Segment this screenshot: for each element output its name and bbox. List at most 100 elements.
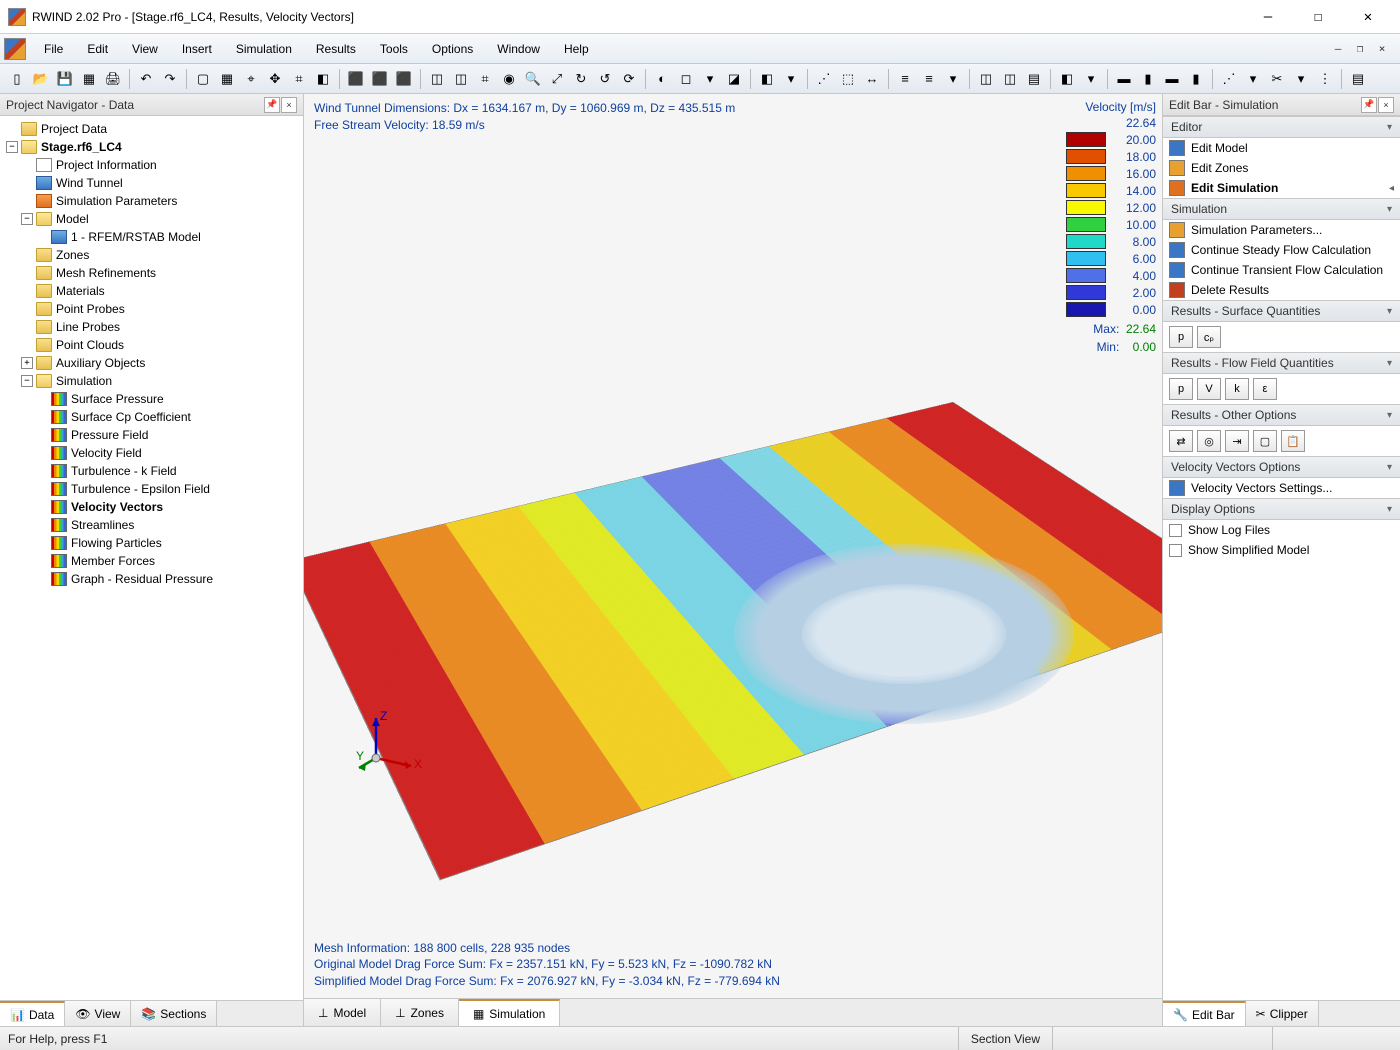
toolbar-button[interactable]: ▾ <box>1080 68 1102 90</box>
quantity-button[interactable]: ε <box>1253 378 1277 400</box>
toolbar-button[interactable]: ◉ <box>498 68 520 90</box>
toolbar-button[interactable]: ▢ <box>192 68 214 90</box>
tree-node[interactable]: Graph - Residual Pressure <box>2 570 301 588</box>
toolbar-button[interactable]: ⋮ <box>1314 68 1336 90</box>
toolbar-button[interactable]: 🖨 <box>102 68 124 90</box>
toolbar-button[interactable]: ✂ <box>1266 68 1288 90</box>
toolbar-button[interactable]: ◧ <box>312 68 334 90</box>
toolbar-button[interactable]: ▮ <box>1185 68 1207 90</box>
panel-item[interactable]: Velocity Vectors Settings... <box>1163 478 1400 498</box>
tree-node[interactable]: Project Information <box>2 156 301 174</box>
menu-view[interactable]: View <box>120 36 170 62</box>
toolbar-button[interactable]: ◫ <box>426 68 448 90</box>
toolbar-button[interactable]: ◻ <box>675 68 697 90</box>
section-header[interactable]: Results - Other Options▾ <box>1163 404 1400 426</box>
toolbar-button[interactable]: ≡ <box>918 68 940 90</box>
editbar-tab-edit-bar[interactable]: 🔧Edit Bar <box>1163 1001 1246 1026</box>
tree-node[interactable]: Velocity Field <box>2 444 301 462</box>
panel-item[interactable]: Edit Zones <box>1163 158 1400 178</box>
editbar-tab-clipper[interactable]: ✂Clipper <box>1246 1001 1319 1026</box>
tree-node[interactable]: Materials <box>2 282 301 300</box>
quantity-button[interactable]: p <box>1169 378 1193 400</box>
panel-item[interactable]: Continue Transient Flow Calculation <box>1163 260 1400 280</box>
toolbar-button[interactable]: ↷ <box>159 68 181 90</box>
toolbar-button[interactable]: ≡ <box>894 68 916 90</box>
toolbar-button[interactable]: ↻ <box>570 68 592 90</box>
tree-node[interactable]: −Model <box>2 210 301 228</box>
toolbar-button[interactable]: ▤ <box>1023 68 1045 90</box>
menu-insert[interactable]: Insert <box>170 36 224 62</box>
toolbar-button[interactable]: ↺ <box>594 68 616 90</box>
menu-tools[interactable]: Tools <box>368 36 420 62</box>
toolbar-button[interactable]: ▾ <box>699 68 721 90</box>
nav-tab-data[interactable]: 📊Data <box>0 1001 65 1026</box>
tree-node[interactable]: Surface Cp Coefficient <box>2 408 301 426</box>
toolbar-button[interactable]: ⟳ <box>618 68 640 90</box>
option-button[interactable]: ◎ <box>1197 430 1221 452</box>
toolbar-button[interactable]: 🔍 <box>522 68 544 90</box>
toolbar-button[interactable]: ⬛ <box>393 68 415 90</box>
toolbar-button[interactable]: ▾ <box>780 68 802 90</box>
tree-node[interactable]: 1 - RFEM/RSTAB Model <box>2 228 301 246</box>
mdi-close-button[interactable]: × <box>1372 41 1392 57</box>
panel-item[interactable]: Show Simplified Model <box>1163 540 1400 560</box>
toolbar-button[interactable]: 💾 <box>54 68 76 90</box>
toolbar-button[interactable]: ▾ <box>1242 68 1264 90</box>
toolbar-button[interactable]: ▤ <box>1347 68 1369 90</box>
toolbar-button[interactable]: ⋰ <box>813 68 835 90</box>
mdi-minimize-button[interactable]: – <box>1328 41 1348 57</box>
panel-item[interactable]: Edit Model <box>1163 138 1400 158</box>
tree-node[interactable]: Streamlines <box>2 516 301 534</box>
option-button[interactable]: ▢ <box>1253 430 1277 452</box>
option-button[interactable]: ⇥ <box>1225 430 1249 452</box>
toolbar-button[interactable]: ▦ <box>216 68 238 90</box>
nav-tab-sections[interactable]: 📚Sections <box>131 1001 217 1026</box>
section-header[interactable]: Simulation▾ <box>1163 198 1400 220</box>
tree-node[interactable]: Member Forces <box>2 552 301 570</box>
toolbar-button[interactable]: ◐ <box>651 68 673 90</box>
checkbox[interactable] <box>1169 524 1182 537</box>
panel-item[interactable]: Simulation Parameters... <box>1163 220 1400 240</box>
toolbar-button[interactable]: ◧ <box>1056 68 1078 90</box>
project-tree[interactable]: Project Data−Stage.rf6_LC4Project Inform… <box>0 116 303 1000</box>
toolbar-button[interactable]: ◫ <box>999 68 1021 90</box>
toolbar-button[interactable]: ⤢ <box>546 68 568 90</box>
nav-tab-view[interactable]: 👁View <box>65 1001 131 1026</box>
toolbar-button[interactable]: ▾ <box>1290 68 1312 90</box>
tree-node[interactable]: Zones <box>2 246 301 264</box>
center-tab-zones[interactable]: ⊥Zones <box>381 999 459 1026</box>
toolbar-button[interactable]: ▬ <box>1113 68 1135 90</box>
quantity-button[interactable]: cₚ <box>1197 326 1221 348</box>
pin-button[interactable]: 📌 <box>264 97 280 113</box>
tree-node[interactable]: Wind Tunnel <box>2 174 301 192</box>
tree-node[interactable]: Simulation Parameters <box>2 192 301 210</box>
toolbar-button[interactable]: ▾ <box>942 68 964 90</box>
toolbar-button[interactable]: ↶ <box>135 68 157 90</box>
quantity-button[interactable]: p <box>1169 326 1193 348</box>
section-header[interactable]: Results - Flow Field Quantities▾ <box>1163 352 1400 374</box>
center-tab-simulation[interactable]: ▦Simulation <box>459 999 560 1026</box>
toolbar-button[interactable]: ◫ <box>450 68 472 90</box>
panel-item[interactable]: Show Log Files <box>1163 520 1400 540</box>
menu-file[interactable]: File <box>32 36 75 62</box>
minimize-button[interactable]: — <box>1244 5 1292 29</box>
tree-node[interactable]: Mesh Refinements <box>2 264 301 282</box>
section-header[interactable]: Display Options▾ <box>1163 498 1400 520</box>
section-header[interactable]: Editor▾ <box>1163 116 1400 138</box>
quantity-button[interactable]: V <box>1197 378 1221 400</box>
option-button[interactable]: ⇄ <box>1169 430 1193 452</box>
app-menu-icon[interactable] <box>4 38 26 60</box>
toolbar-button[interactable]: ⌗ <box>474 68 496 90</box>
mdi-restore-button[interactable]: ❐ <box>1350 41 1370 57</box>
menu-edit[interactable]: Edit <box>75 36 120 62</box>
toolbar-button[interactable]: ▮ <box>1137 68 1159 90</box>
tree-node[interactable]: −Simulation <box>2 372 301 390</box>
panel-item[interactable]: Edit Simulation◂ <box>1163 178 1400 198</box>
maximize-button[interactable]: ☐ <box>1294 5 1342 29</box>
toolbar-button[interactable]: ⋰ <box>1218 68 1240 90</box>
menu-options[interactable]: Options <box>420 36 485 62</box>
tree-node[interactable]: Turbulence - Epsilon Field <box>2 480 301 498</box>
tree-node[interactable]: Line Probes <box>2 318 301 336</box>
tree-node[interactable]: −Stage.rf6_LC4 <box>2 138 301 156</box>
quantity-button[interactable]: k <box>1225 378 1249 400</box>
